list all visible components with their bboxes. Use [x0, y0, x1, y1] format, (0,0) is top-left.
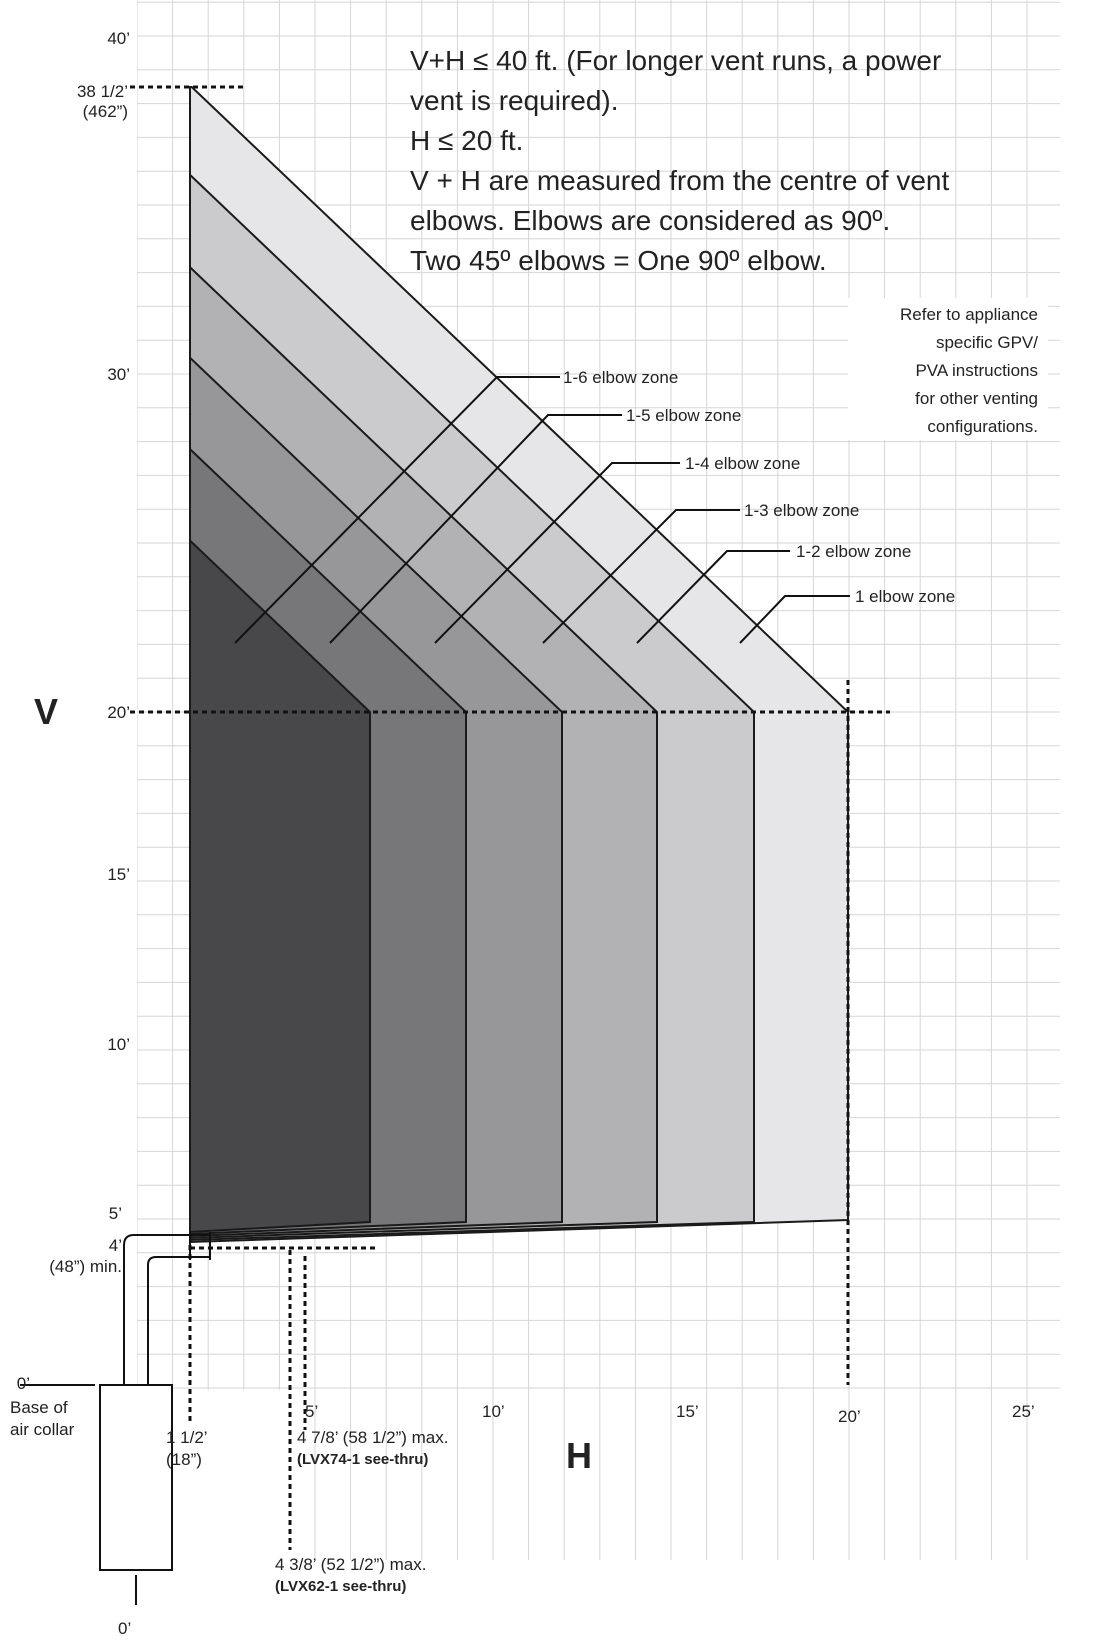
v-label: 15’ — [107, 865, 130, 884]
note-line: specific GPV/ — [936, 333, 1038, 352]
h-label: 20’ — [838, 1407, 861, 1426]
header-line: V + H are measured from the centre of ve… — [410, 165, 949, 196]
note-line: PVA instructions — [915, 361, 1038, 380]
v-label: 38 1/2’ — [77, 82, 128, 101]
v-label: (48”) min. — [49, 1257, 122, 1276]
base-bottom: 0’ — [118, 1619, 131, 1638]
zone — [189, 540, 371, 1234]
zone-label: 1-2 elbow zone — [796, 542, 911, 561]
v-label: 10’ — [107, 1035, 130, 1054]
offset-label: 1 1/2’ — [166, 1428, 208, 1447]
note-line: Refer to appliance — [900, 305, 1038, 324]
header-line: V+H ≤ 40 ft. (For longer vent runs, a po… — [410, 45, 941, 76]
leaders — [234, 376, 850, 644]
v-label: 0’ — [17, 1374, 30, 1393]
header-line: H ≤ 20 ft. — [410, 125, 523, 156]
lvx62-model: (LVX62-1 see-thru) — [275, 1578, 406, 1595]
header: V+H ≤ 40 ft. (For longer vent runs, a po… — [410, 45, 949, 276]
note: Refer to appliance specific GPV/ PVA ins… — [900, 305, 1038, 436]
v-title: V — [34, 691, 58, 732]
v-label: 4’ — [109, 1236, 122, 1255]
h-label: 25’ — [1012, 1402, 1035, 1421]
v-label: 40’ — [107, 29, 130, 48]
h-label: 5’ — [305, 1402, 318, 1421]
zone-label: 1-3 elbow zone — [744, 501, 859, 520]
v-axis: 40’ 38 1/2’ (462”) 30’ 20’ 15’ 10’ 5’ 4’… — [17, 29, 130, 1393]
v-label: 20’ — [107, 703, 130, 722]
offset-label: (18”) — [166, 1450, 202, 1469]
h-title: H — [566, 1435, 592, 1476]
header-line: elbows. Elbows are considered as 90º. — [410, 205, 890, 236]
header-line: vent is required). — [410, 85, 619, 116]
note-line: for other venting — [915, 389, 1038, 408]
header-line: Two 45º elbows = One 90º elbow. — [410, 245, 827, 276]
base-label: air collar — [10, 1420, 75, 1439]
zone-label: 1-5 elbow zone — [626, 406, 741, 425]
zone-label: 1-4 elbow zone — [685, 454, 800, 473]
note-bg — [848, 298, 1048, 440]
h-axis: 5’ 10’ 15’ 20’ 25’ H — [305, 1402, 1035, 1476]
margin — [0, 0, 137, 1645]
v-label: 30’ — [107, 365, 130, 384]
h-label: 15’ — [676, 1402, 699, 1421]
dashes — [130, 85, 890, 1550]
zones — [189, 86, 849, 1244]
v-label: (462”) — [83, 102, 128, 121]
lvx74-model: (LVX74-1 see-thru) — [297, 1451, 428, 1468]
lvx62-dim: 4 3/8’ (52 1/2”) max. — [275, 1555, 427, 1574]
lvx74-dim: 4 7/8’ (58 1/2”) max. — [297, 1428, 449, 1447]
h-label: 10’ — [482, 1402, 505, 1421]
appliance — [20, 1232, 211, 1605]
zone-label: 1-6 elbow zone — [563, 368, 678, 387]
zone-labels: 1-6 elbow zone 1-5 elbow zone 1-4 elbow … — [563, 368, 955, 606]
note-line: configurations. — [927, 417, 1038, 436]
v-label: 5’ — [109, 1204, 122, 1223]
base-label: Base of — [10, 1398, 68, 1417]
zone-label: 1 elbow zone — [855, 587, 955, 606]
